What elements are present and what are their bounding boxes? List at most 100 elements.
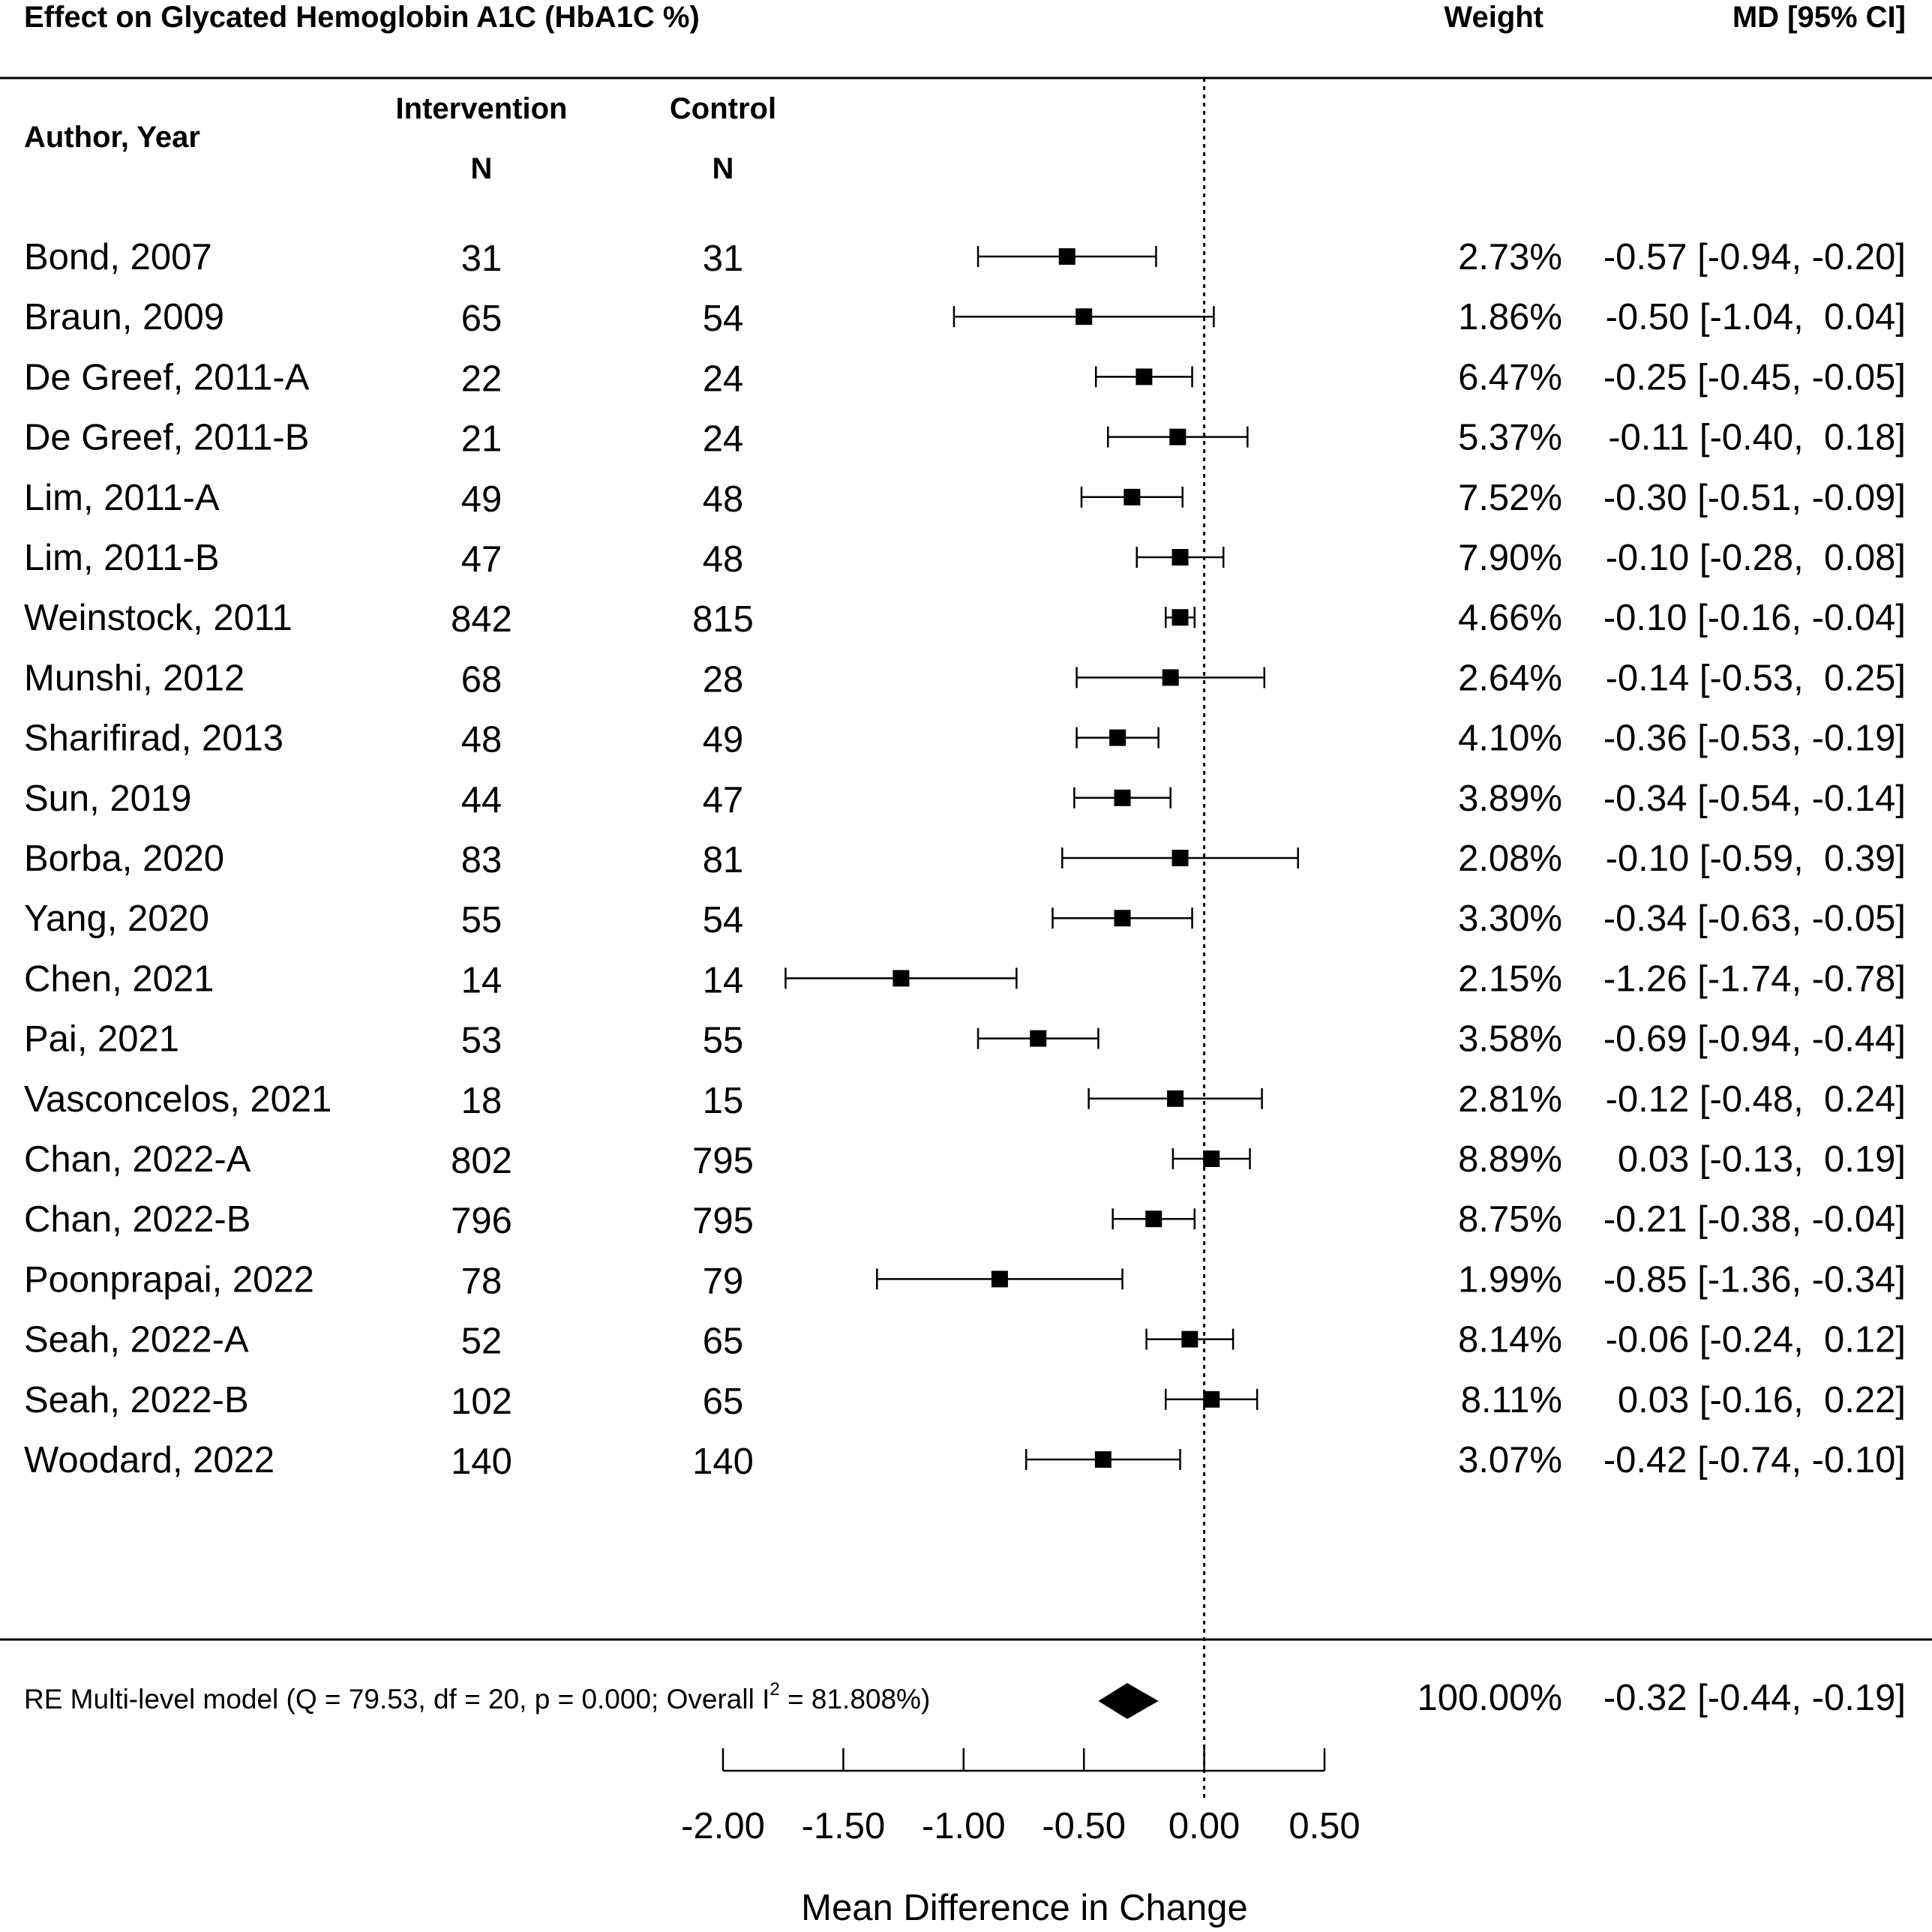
study-row: Chen, 2021 14 14 2.15% -1.26 [-1.74, -0.78] [24, 958, 1906, 1000]
control-n: 49 [703, 720, 744, 760]
study-ci-text: -0.34 [-0.63, -0.05] [1604, 898, 1906, 939]
study-ci-text: 0.03 [-0.16, 0.22] [1607, 1380, 1906, 1420]
point-estimate-marker [892, 970, 910, 987]
point-estimate-marker [1058, 248, 1076, 265]
study-author: Munshi, 2012 [24, 658, 244, 698]
control-n: 79 [703, 1261, 744, 1301]
study-row: Weinstock, 2011 842 815 4.66% -0.10 [-0.16, … [24, 598, 1906, 640]
study-ci-text: -0.10 [-0.59, 0.39] [1606, 838, 1906, 879]
study-weight: 3.30% [1458, 898, 1562, 939]
control-n: 65 [703, 1382, 744, 1422]
study-author: Woodard, 2022 [24, 1440, 274, 1480]
study-weight: 2.81% [1458, 1079, 1562, 1120]
x-tick-label: -2.00 [681, 1806, 765, 1846]
study-rows: Bond, 2007 31 31 2.73% -0.57 [-0.94, -0.20] B… [24, 237, 1906, 1482]
intervention-n: 52 [461, 1322, 502, 1362]
point-estimate-marker [1162, 669, 1179, 686]
study-row: Yang, 2020 55 54 3.30% -0.34 [-0.63, -0.05] [24, 898, 1906, 940]
study-row: Pai, 2021 53 55 3.58% -0.69 [-0.94, -0.44] [24, 1019, 1906, 1061]
study-ci-text: -0.30 [-0.51, -0.09] [1604, 478, 1906, 518]
study-author: Seah, 2022-A [24, 1320, 249, 1360]
x-axis: -2.00 -1.50 -1.00 -0.50 0.00 0.50 [681, 1748, 1360, 1846]
study-row: Munshi, 2012 68 28 2.64% -0.14 [-0.53, 0.25] [24, 658, 1906, 700]
control-n: 48 [703, 539, 744, 580]
intervention-n: 78 [461, 1261, 502, 1301]
point-estimate-marker [1114, 789, 1131, 806]
intervention-n: 44 [461, 780, 502, 820]
intervention-column-header: Intervention [396, 92, 568, 125]
study-ci-text: -0.42 [-0.74, -0.10] [1604, 1440, 1906, 1480]
point-estimate-marker [1030, 1030, 1047, 1047]
intervention-n: 140 [451, 1442, 512, 1482]
point-estimate-marker [1124, 488, 1141, 506]
study-author: De Greef, 2011-B [24, 418, 309, 458]
x-tick-label: 0.50 [1288, 1806, 1360, 1846]
study-weight: 1.86% [1458, 297, 1562, 338]
point-estimate-marker [1136, 368, 1153, 386]
study-author: Vasconcelos, 2021 [24, 1079, 332, 1120]
study-weight: 3.89% [1458, 778, 1562, 819]
control-n: 24 [703, 358, 744, 399]
point-estimate-marker [1181, 1330, 1198, 1348]
control-n: 28 [703, 659, 744, 700]
intervention-n: 22 [461, 358, 502, 399]
study-ci-text: -0.10 [-0.28, 0.08] [1606, 538, 1906, 578]
study-weight: 8.75% [1458, 1199, 1562, 1240]
intervention-n: 65 [461, 298, 502, 339]
study-row: Seah, 2022-A 52 65 8.14% -0.06 [-0.24, 0.12] [24, 1320, 1906, 1362]
point-estimate-marker [1172, 549, 1189, 566]
study-row: Woodard, 2022 140 140 3.07% -0.42 [-0.74, -0… [24, 1440, 1906, 1482]
point-estimate-marker [1172, 609, 1189, 626]
study-row: Seah, 2022-B 102 65 8.11% 0.03 [-0.16, 0.22… [24, 1380, 1906, 1422]
study-ci-text: -0.36 [-0.53, -0.19] [1604, 718, 1906, 759]
study-ci-text: -0.85 [-1.36, -0.34] [1604, 1259, 1906, 1300]
control-n: 54 [703, 900, 744, 940]
study-weight: 4.10% [1458, 718, 1562, 759]
point-estimate-marker [1203, 1390, 1220, 1408]
study-row: De Greef, 2011-A 22 24 6.47% -0.25 [-0.45, -… [24, 357, 1906, 399]
study-ci-text: -0.50 [-1.04, 0.04] [1606, 297, 1906, 338]
control-n-header: N [712, 152, 734, 185]
point-estimate-marker [1094, 1451, 1112, 1468]
intervention-n: 14 [461, 960, 502, 1000]
summary-ci-text: -0.32 [-0.44, -0.19] [1604, 1678, 1906, 1718]
study-ci-text: -0.69 [-0.94, -0.44] [1604, 1019, 1906, 1060]
control-n: 47 [703, 780, 744, 820]
study-author: Chan, 2022-B [24, 1199, 250, 1240]
control-n: 81 [703, 840, 744, 880]
study-author: Sharifirad, 2013 [24, 718, 284, 759]
study-weight: 3.07% [1458, 1440, 1562, 1480]
x-tick-label: -0.50 [1042, 1806, 1126, 1846]
study-row: Chan, 2022-A 802 795 8.89% 0.03 [-0.13, 0.1… [24, 1139, 1906, 1181]
x-tick-label: -1.00 [922, 1806, 1006, 1846]
x-axis-label: Mean Difference in Change [801, 1888, 1248, 1928]
study-row: Bond, 2007 31 31 2.73% -0.57 [-0.94, -0.20] [24, 237, 1906, 279]
study-weight: 2.15% [1458, 958, 1562, 999]
study-ci-text: -0.14 [-0.53, 0.25] [1606, 658, 1906, 698]
study-author: Braun, 2009 [24, 297, 224, 338]
study-row: Poonprapai, 2022 78 79 1.99% -0.85 [-1.36, -… [24, 1259, 1906, 1301]
control-n: 815 [692, 599, 754, 640]
control-n: 24 [703, 419, 744, 460]
study-row: Lim, 2011-B 47 48 7.90% -0.10 [-0.28, 0.08] [24, 538, 1906, 580]
study-weight: 5.37% [1458, 418, 1562, 458]
study-weight: 2.64% [1458, 658, 1562, 698]
study-author: Poonprapai, 2022 [24, 1259, 314, 1300]
intervention-n: 55 [461, 900, 502, 940]
point-estimate-marker [991, 1270, 1008, 1288]
control-n: 795 [692, 1201, 754, 1241]
study-weight: 1.99% [1458, 1259, 1562, 1300]
study-weight: 4.66% [1458, 598, 1562, 638]
study-ci-text: -0.06 [-0.24, 0.12] [1606, 1320, 1906, 1360]
x-tick-label: 0.00 [1168, 1806, 1240, 1846]
study-weight: 6.47% [1458, 357, 1562, 398]
point-estimate-marker [1114, 910, 1131, 927]
summary-label: RE Multi-level model (Q = 79.53, df = 20… [24, 1679, 930, 1714]
control-n: 14 [703, 960, 744, 1000]
point-estimate-marker [1203, 1150, 1220, 1167]
summary-weight: 100.00% [1418, 1678, 1562, 1718]
intervention-n: 802 [451, 1141, 512, 1181]
study-weight: 7.90% [1458, 538, 1562, 578]
point-estimate-marker [1076, 308, 1093, 326]
intervention-n: 18 [461, 1081, 502, 1121]
